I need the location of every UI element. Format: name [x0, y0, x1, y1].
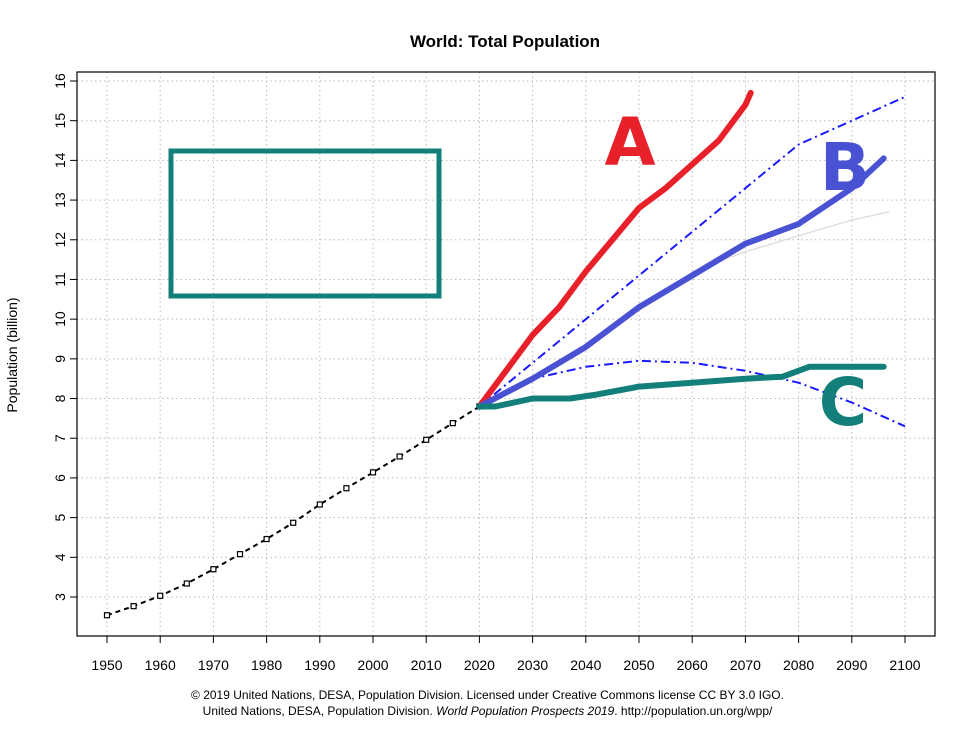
x-tick-label: 1990: [304, 657, 335, 673]
y-tick-label: 15: [52, 113, 68, 129]
y-axis-label: Population (billion): [4, 297, 20, 412]
y-tick-label: 3: [52, 593, 68, 601]
x-tick-label: 2090: [836, 657, 867, 673]
x-tick-label: 2030: [517, 657, 548, 673]
annotation-letter-b: B: [820, 129, 870, 206]
data-point: [210, 566, 217, 573]
series-line-1: [478, 95, 906, 408]
data-point: [396, 453, 403, 460]
x-tick-label: 2000: [357, 657, 388, 673]
y-tick-label: 9: [52, 355, 68, 363]
caption-line-1: © 2019 United Nations, DESA, Population …: [0, 688, 975, 702]
x-tick-label: 2100: [889, 657, 920, 673]
series-layer: [103, 95, 906, 619]
series-line-3: [691, 211, 890, 273]
plot-frame: [76, 71, 936, 637]
data-point: [316, 501, 323, 508]
data-point: [449, 420, 456, 427]
data-point: [369, 469, 377, 476]
caption-source: United Nations, DESA, Population Divisio…: [202, 704, 433, 718]
x-tick-label: 2060: [677, 657, 708, 673]
x-tick-label: 1980: [251, 657, 282, 673]
annotation-letter-a: A: [604, 104, 655, 181]
data-point: [157, 592, 164, 599]
annotation-line-a: [476, 89, 754, 410]
y-tick-label: 6: [52, 474, 68, 482]
caption-line-2: United Nations, DESA, Population Divisio…: [0, 704, 975, 718]
y-tick-label: 13: [52, 192, 68, 208]
x-tick-label: 2050: [623, 657, 654, 673]
x-tick-label: 2080: [783, 657, 814, 673]
data-point: [103, 612, 111, 619]
teal-box-annotation: [168, 148, 442, 299]
x-tick-label: 2040: [570, 657, 601, 673]
y-tick-label: 7: [52, 434, 68, 442]
y-tick-label: 16: [52, 73, 68, 89]
x-tick-label: 1950: [91, 657, 122, 673]
data-point: [290, 519, 297, 526]
series-line-2: [478, 359, 906, 428]
y-tick-label: 11: [52, 272, 68, 287]
annotation-letter-c: C: [819, 364, 867, 441]
chart-title: World: Total Population: [410, 32, 600, 51]
y-axis-ticks: 3 4 5 6 7 8 9 10 11 12 13 14 15 16: [52, 73, 77, 601]
data-point: [423, 436, 430, 443]
annotation-line-c: [476, 363, 887, 410]
y-tick-label: 5: [52, 514, 68, 522]
annotation-line-b: [476, 155, 887, 410]
y-tick-label: 10: [52, 311, 68, 327]
data-point: [130, 603, 137, 610]
x-axis-ticks: 1950 1960 1970 1980 1990 2000 2010 2020 2030 2040…: [91, 636, 921, 673]
x-tick-label: 1970: [198, 657, 229, 673]
data-point: [263, 535, 270, 543]
caption-url[interactable]: . http://population.un.org/wpp/: [614, 704, 773, 718]
data-point: [343, 485, 350, 492]
data-point: [236, 551, 244, 558]
data-point: [183, 580, 190, 587]
x-tick-label: 2010: [411, 657, 442, 673]
x-tick-label: 2070: [730, 657, 761, 673]
x-tick-label: 1960: [145, 657, 176, 673]
y-tick-label: 8: [52, 394, 68, 402]
grid-lines: [77, 72, 935, 636]
caption-publication: World Population Prospects 2019: [436, 704, 615, 718]
y-tick-label: 14: [52, 152, 68, 168]
y-tick-label: 12: [52, 232, 68, 248]
y-tick-label: 4: [52, 553, 68, 561]
x-tick-label: 2020: [464, 657, 495, 673]
caption-copyright: © 2019 United Nations, DESA, Population …: [191, 688, 784, 702]
annotation-layer: A B C: [476, 89, 887, 441]
